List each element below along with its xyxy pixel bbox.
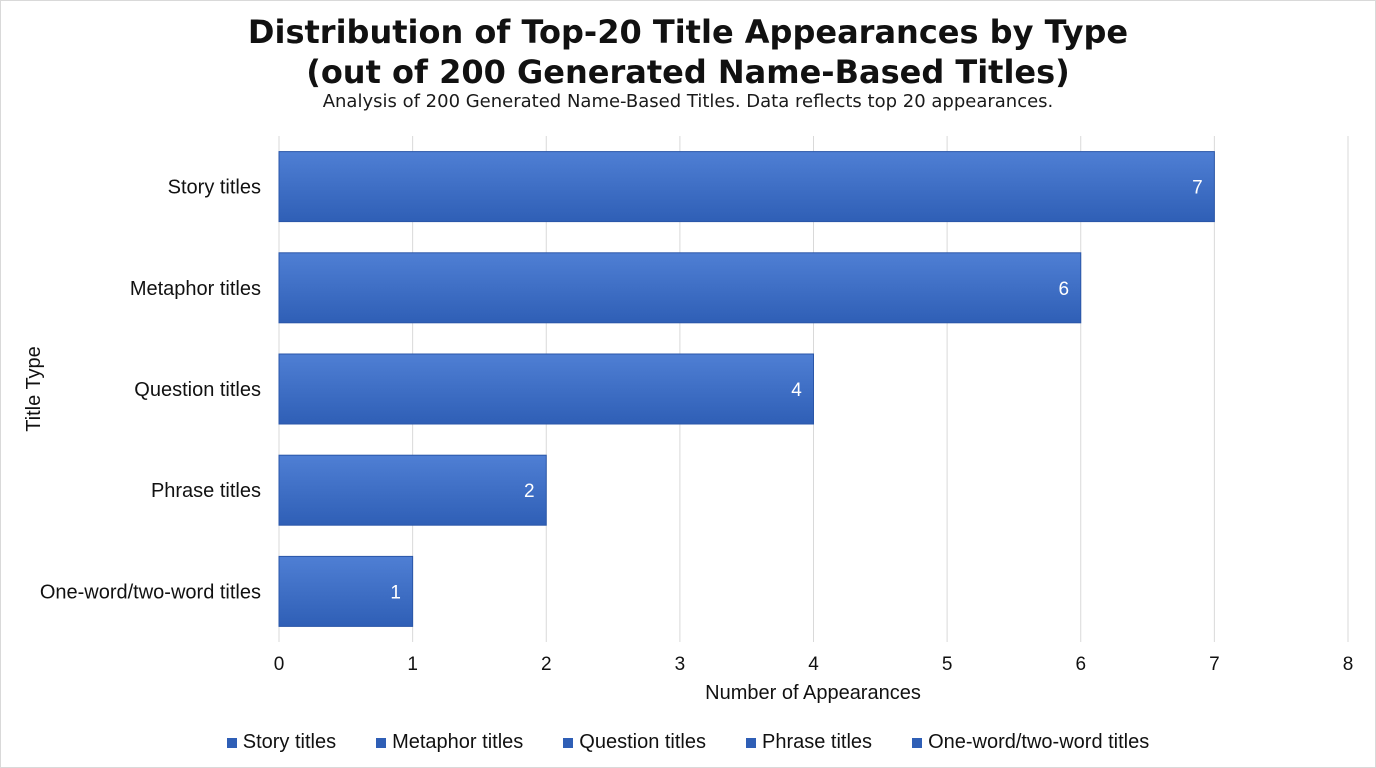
chart-title: Distribution of Top-20 Title Appearances… [0, 12, 1376, 92]
legend-swatch [376, 737, 387, 748]
chart-title-line-2: (out of 200 Generated Name-Based Titles) [306, 53, 1070, 91]
legend-entry: Metaphor titles [376, 731, 523, 754]
legend-swatch [563, 737, 574, 748]
bar [278, 353, 814, 425]
legend-swatch [226, 737, 237, 748]
bar [278, 252, 1082, 324]
legend-label: Story titles [242, 731, 337, 753]
y-tick-label: Question titles [134, 379, 261, 401]
data-labels: 7 6 4 2 1 [390, 178, 1202, 604]
bar-data-label: 6 [1058, 279, 1069, 300]
x-tick-label: 3 [675, 654, 686, 675]
y-tick-label: Metaphor titles [130, 278, 261, 300]
chart-title-line-1: Distribution of Top-20 Title Appearances… [247, 13, 1129, 51]
legend-entry: Story titles [226, 731, 337, 754]
legend-label: Question titles [579, 731, 706, 753]
bar-data-label: 1 [390, 582, 401, 603]
legend-entry: Phrase titles [746, 731, 872, 754]
legend-entry: One-word/two-word titles [912, 731, 1149, 754]
y-axis-tick-labels: Story titles Metaphor titles Question titl… [40, 177, 261, 604]
y-tick-label: One-word/two-word titles [40, 581, 261, 603]
bar [278, 555, 414, 627]
x-axis-tick-labels: 0 1 2 3 4 5 6 7 8 [274, 654, 1354, 675]
x-axis-title: Number of Appearances [705, 682, 921, 704]
legend-label: Metaphor titles [392, 731, 524, 753]
x-tick-label: 1 [407, 654, 418, 675]
bar-data-label: 4 [791, 380, 802, 401]
bar-data-label: 7 [1192, 178, 1203, 199]
x-tick-label: 5 [942, 654, 953, 675]
x-tick-label: 2 [541, 654, 552, 675]
bars [278, 151, 1215, 627]
x-tick-label: 6 [1075, 654, 1086, 675]
legend-label: Phrase titles [762, 731, 873, 753]
chart-legend: Story titles Metaphor titles Question titl… [0, 731, 1376, 754]
y-tick-label: Phrase titles [151, 480, 261, 502]
bar [278, 454, 547, 526]
chart-subtitle: Analysis of 200 Generated Name-Based Tit… [322, 91, 1054, 112]
x-tick-label: 4 [808, 654, 819, 675]
bar [278, 151, 1215, 223]
legend-swatch [912, 737, 923, 748]
legend-entry: Question titles [563, 731, 706, 754]
y-tick-label: Story titles [168, 177, 261, 199]
x-tick-label: 0 [274, 654, 285, 675]
legend-swatch [746, 737, 756, 748]
bar-data-label: 2 [524, 481, 535, 502]
x-tick-label: 8 [1343, 654, 1354, 675]
x-tick-label: 7 [1209, 654, 1220, 675]
y-axis-title: Title Type [23, 346, 45, 432]
legend-label: One-word/two-word titles [928, 731, 1150, 753]
